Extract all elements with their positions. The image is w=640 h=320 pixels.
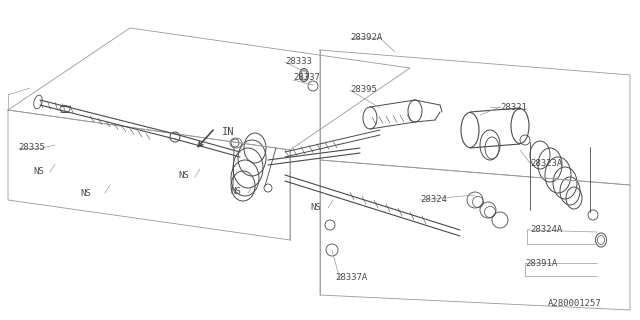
Text: 28324A: 28324A [530, 226, 563, 235]
Text: IN: IN [222, 127, 234, 137]
Text: NS: NS [230, 188, 241, 196]
Text: NS: NS [33, 167, 44, 177]
Text: 28392A: 28392A [350, 34, 382, 43]
Text: 28321: 28321 [500, 102, 527, 111]
Text: 28395: 28395 [350, 85, 377, 94]
Text: 28391A: 28391A [525, 259, 557, 268]
Text: 28324: 28324 [420, 196, 447, 204]
Text: A280001257: A280001257 [548, 299, 602, 308]
Text: NS: NS [178, 171, 189, 180]
Text: NS: NS [310, 203, 321, 212]
Text: 28337: 28337 [293, 74, 320, 83]
Text: 28333: 28333 [285, 58, 312, 67]
Text: NS: NS [80, 188, 91, 197]
Text: 28337A: 28337A [335, 274, 367, 283]
Text: 28335: 28335 [18, 143, 45, 153]
Text: 28323A: 28323A [530, 158, 563, 167]
